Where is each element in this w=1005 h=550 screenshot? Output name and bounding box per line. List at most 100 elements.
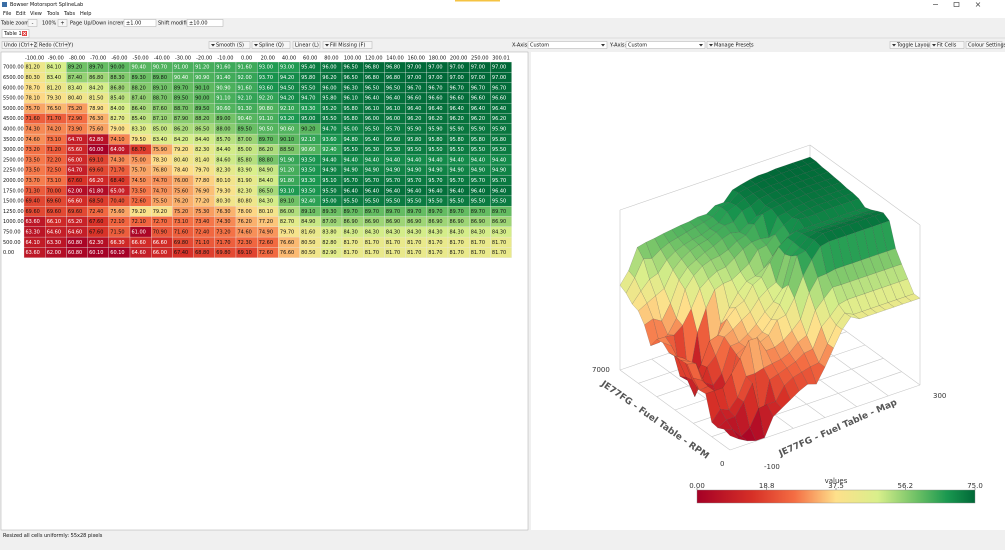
cell-value[interactable]: 81.70 [428, 240, 442, 246]
cell-value[interactable]: 95.40 [301, 65, 315, 71]
cell-value[interactable]: 86.50 [195, 126, 209, 132]
cell-value[interactable]: 94.20 [280, 96, 294, 102]
cell-value[interactable]: 86.20 [259, 147, 273, 153]
combo-value[interactable]: Custom [530, 43, 549, 49]
cell-value[interactable]: 63.30 [26, 229, 40, 235]
cell-value[interactable]: 89.10 [280, 199, 294, 205]
cell-value[interactable]: 89.70 [492, 209, 506, 215]
cell-value[interactable]: 96.70 [471, 85, 485, 91]
cell-value[interactable]: 72.20 [47, 157, 61, 163]
cell-value[interactable]: 81.70 [492, 240, 506, 246]
cell-value[interactable]: 95.70 [450, 178, 464, 184]
cell-value[interactable]: 95.80 [471, 137, 485, 143]
cell-value[interactable]: 76.20 [174, 199, 188, 205]
cell-value[interactable]: 94.90 [407, 168, 421, 174]
zoom-minus[interactable]: - [32, 21, 34, 27]
cell-value[interactable]: 69.80 [216, 250, 230, 256]
cell-value[interactable]: 96.60 [407, 96, 421, 102]
cell-value[interactable]: 80.40 [68, 96, 82, 102]
cell-value[interactable]: 80.50 [301, 240, 315, 246]
cell-value[interactable]: 94.50 [280, 85, 294, 91]
button-label[interactable]: Undo (Ctrl+Z) [4, 43, 39, 49]
cell-value[interactable]: 95.70 [471, 178, 485, 184]
cell-value[interactable]: 90.70 [153, 65, 167, 71]
cell-value[interactable]: 90.60 [301, 147, 315, 153]
cell-value[interactable]: 87.60 [153, 106, 167, 112]
cell-value[interactable]: 75.70 [26, 106, 40, 112]
button-label[interactable]: Toggle Layout [896, 43, 932, 49]
cell-value[interactable]: 95.50 [344, 147, 358, 153]
cell-value[interactable]: 66.30 [110, 240, 124, 246]
cell-value[interactable]: 78.30 [153, 157, 167, 163]
cell-value[interactable]: 89.70 [471, 209, 485, 215]
cell-value[interactable]: 93.50 [301, 157, 315, 163]
menu-item[interactable]: File [3, 11, 11, 17]
cell-value[interactable]: 81.70 [428, 250, 442, 256]
cell-value[interactable]: 81.20 [47, 85, 61, 91]
cell-value[interactable]: 85.70 [216, 137, 230, 143]
cell-value[interactable]: 75.20 [68, 106, 82, 112]
cell-value[interactable]: 94.90 [344, 168, 358, 174]
cell-value[interactable]: 91.00 [174, 65, 188, 71]
shift-spinbox[interactable] [186, 19, 224, 27]
cell-value[interactable]: 91.20 [195, 65, 209, 71]
cell-value[interactable]: 96.20 [407, 116, 421, 122]
cell-value[interactable]: 86.20 [174, 126, 188, 132]
cell-value[interactable]: 88.70 [153, 96, 167, 102]
cell-value[interactable]: 67.60 [89, 219, 103, 225]
cell-value[interactable]: 76.30 [216, 209, 230, 215]
cell-value[interactable]: 86.90 [407, 219, 421, 225]
cell-value[interactable]: 86.90 [386, 219, 400, 225]
cell-value[interactable]: 94.40 [386, 157, 400, 163]
cell-value[interactable]: 64.60 [132, 250, 146, 256]
cell-value[interactable]: 81.70 [492, 250, 506, 256]
cell-value[interactable]: 87.90 [174, 116, 188, 122]
cell-value[interactable]: 83.40 [68, 85, 82, 91]
cell-value[interactable]: 86.80 [110, 85, 124, 91]
cell-value[interactable]: 75.90 [153, 147, 167, 153]
cell-value[interactable]: 81.50 [89, 96, 103, 102]
cell-value[interactable]: 97.00 [407, 75, 421, 81]
cell-value[interactable]: 93.50 [301, 188, 315, 194]
cell-value[interactable]: 94.90 [471, 168, 485, 174]
cell-value[interactable]: 94.40 [365, 157, 379, 163]
cell-value[interactable]: 92.10 [301, 137, 315, 143]
cell-value[interactable]: 95.70 [365, 178, 379, 184]
cell-value[interactable]: 85.40 [132, 116, 146, 122]
cell-value[interactable]: 79.70 [195, 168, 209, 174]
cell-value[interactable]: 85.00 [238, 147, 252, 153]
cell-value[interactable]: 72.60 [259, 240, 273, 246]
cell-value[interactable]: 96.10 [344, 96, 358, 102]
cell-value[interactable]: 93.60 [259, 85, 273, 91]
cell-value[interactable]: 66.10 [47, 219, 61, 225]
cell-value[interactable]: 75.00 [132, 157, 146, 163]
cell-value[interactable]: 96.40 [365, 96, 379, 102]
cell-value[interactable]: 72.40 [195, 229, 209, 235]
cell-value[interactable]: 92.20 [259, 96, 273, 102]
button[interactable] [965, 41, 1003, 49]
cell-value[interactable]: 96.00 [365, 116, 379, 122]
cell-value[interactable]: 84.30 [344, 229, 358, 235]
cell-value[interactable]: 66.20 [89, 178, 103, 184]
cell-value[interactable]: 74.30 [26, 126, 40, 132]
cell-value[interactable]: 74.20 [47, 126, 61, 132]
cell-value[interactable]: 94.90 [386, 168, 400, 174]
zoom-minus-button[interactable] [27, 19, 38, 27]
cell-value[interactable]: 88.50 [280, 147, 294, 153]
cell-value[interactable]: 95.50 [386, 199, 400, 205]
cell-value[interactable]: 89.20 [68, 65, 82, 71]
cell-value[interactable]: 94.70 [322, 126, 336, 132]
cell-value[interactable]: 74.30 [110, 157, 124, 163]
cell-value[interactable]: 83.90 [238, 168, 252, 174]
cell-value[interactable]: 63.60 [26, 219, 40, 225]
cell-value[interactable]: 62.00 [47, 250, 61, 256]
cell-value[interactable]: 78.40 [174, 168, 188, 174]
cell-value[interactable]: 71.70 [216, 240, 230, 246]
cell-value[interactable]: 90.20 [301, 126, 315, 132]
cell-value[interactable]: 86.90 [344, 219, 358, 225]
cell-value[interactable]: 86.90 [471, 219, 485, 225]
button[interactable] [889, 41, 929, 49]
cell-value[interactable]: 73.10 [47, 137, 61, 143]
cell-value[interactable]: 81.70 [471, 250, 485, 256]
cell-value[interactable]: 93.20 [280, 116, 294, 122]
